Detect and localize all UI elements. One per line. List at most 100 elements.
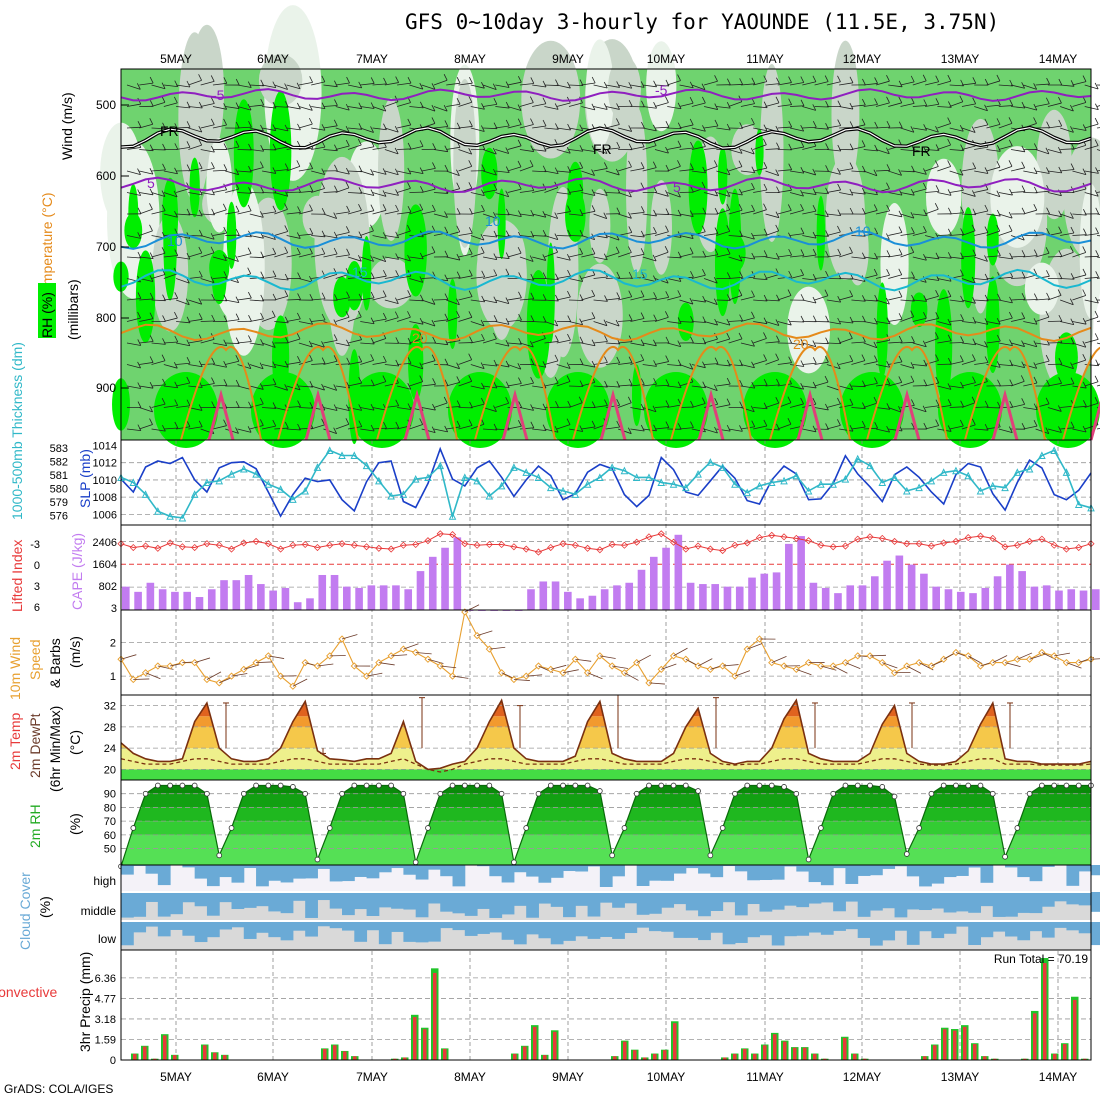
rh-marker xyxy=(216,852,223,859)
wind-barb-flag xyxy=(775,253,780,260)
wind-barb-flag xyxy=(259,419,264,426)
wind-barb-shaft xyxy=(347,127,362,130)
cloud-mid-bar xyxy=(882,892,896,909)
wind-barb-shaft xyxy=(1084,233,1099,236)
wind-barb-flag xyxy=(518,210,522,217)
wind-barb-10m xyxy=(489,646,506,650)
wind-barb-shaft xyxy=(384,364,399,367)
contour-20-pulse xyxy=(1062,346,1100,441)
wind-barb-shaft xyxy=(863,256,878,260)
wind-barb-flag xyxy=(137,339,142,346)
wind-barb-shaft xyxy=(998,230,1013,236)
wind-barb-shaft xyxy=(176,342,190,347)
wind-barb-shaft xyxy=(716,192,730,197)
wind-barb-flag xyxy=(1070,318,1075,325)
wind-barb-shaft xyxy=(568,149,583,152)
wind-barb-flag xyxy=(567,269,571,277)
wind-barb-shaft xyxy=(605,147,620,150)
wind-barb-flag xyxy=(530,315,535,322)
cloud-high-bar xyxy=(648,865,662,881)
rh-marker xyxy=(167,782,173,789)
wind-barb-shaft xyxy=(163,341,178,344)
lifted-marker xyxy=(154,544,162,552)
wind-barb-shaft xyxy=(716,404,731,408)
wind-barb-flag xyxy=(971,276,976,284)
cloud-low-bar xyxy=(280,922,294,941)
wind-barb-shaft xyxy=(397,362,412,365)
wind-barb-flag xyxy=(1046,77,1050,85)
wind-panel-frame xyxy=(120,609,1092,696)
wind-barb-10m xyxy=(636,654,651,663)
wind-barb-shaft xyxy=(409,209,423,215)
wind-barb-flag xyxy=(800,76,805,83)
lifted-marker xyxy=(178,543,186,551)
wind-barb-flag xyxy=(628,378,633,386)
wind-barb-flag xyxy=(788,270,793,278)
wind-barb-shaft xyxy=(163,317,178,322)
cape-bar xyxy=(846,585,855,610)
wind-barb-flag xyxy=(579,184,584,191)
lifted-marker xyxy=(866,533,874,541)
wind-barb-flag xyxy=(321,124,326,131)
wind-barb-shaft xyxy=(912,256,927,261)
wind-barb-shaft xyxy=(507,124,522,129)
wind-barb-flag xyxy=(972,97,977,105)
wind-barb-shaft xyxy=(175,299,190,306)
wind-barb-shaft xyxy=(249,149,264,152)
wind-barb-shaft xyxy=(1011,106,1026,109)
wind-barb-flag xyxy=(984,356,989,363)
lifted-marker xyxy=(363,543,371,551)
contour-label: -5 xyxy=(212,87,225,103)
lifted-marker xyxy=(633,538,641,546)
ylabel-temp-a: 2m Temp xyxy=(7,712,23,770)
rh-marker xyxy=(597,788,603,794)
ylabel-temp-d: (°C) xyxy=(67,730,83,755)
wind-barb-shaft xyxy=(900,170,915,173)
wind-barb-flag xyxy=(137,424,142,431)
lifted-marker xyxy=(141,542,150,550)
wind-speed-marker xyxy=(178,658,187,667)
wind-barb-shaft xyxy=(753,209,767,215)
rh-marker xyxy=(854,782,861,789)
wind-barb-flag xyxy=(284,246,289,253)
wind-barb-shaft xyxy=(667,342,681,348)
wind-barb-flag xyxy=(554,377,559,384)
wind-barb-shaft xyxy=(397,316,411,322)
precip-convective-bar xyxy=(963,1026,967,1060)
wind-barb-flag xyxy=(1021,207,1026,215)
wind-barb-shaft xyxy=(593,276,608,279)
wind-barb-flag xyxy=(1082,353,1087,361)
wind-barb-shaft xyxy=(556,149,571,154)
wind-barb-shaft xyxy=(1023,425,1038,430)
wind-barb-shaft xyxy=(679,147,694,150)
rh-tick-label: 90 xyxy=(104,789,116,801)
wind-barb-flag xyxy=(174,80,179,87)
wind-barb-flag xyxy=(469,120,473,127)
wind-barb-shaft xyxy=(458,380,472,387)
cape-bar xyxy=(821,587,830,610)
wind-barb-flag xyxy=(321,357,326,364)
wind-barb-shaft xyxy=(298,253,313,258)
precip-tick-label: 0 xyxy=(110,1055,116,1067)
wind-barb-flag xyxy=(984,167,989,174)
wind-barb-shaft xyxy=(409,84,423,90)
wind-barb-flag xyxy=(911,165,915,172)
wind-barb-flag xyxy=(750,405,755,412)
rh-marker xyxy=(707,852,714,859)
wind-barb-shaft xyxy=(863,383,878,387)
wind-barb-flag xyxy=(370,255,374,262)
cloud-high-bar xyxy=(366,865,380,879)
wind-barb-flag xyxy=(787,204,792,211)
cape-bar xyxy=(318,574,327,610)
wind-barb-flag xyxy=(395,270,400,277)
wind-barb-flag xyxy=(628,271,633,279)
wind-barb-flag xyxy=(456,362,460,369)
thickness-marker xyxy=(804,486,813,495)
cloud-mid-bar xyxy=(317,892,331,901)
wind-barb-shaft xyxy=(139,407,153,413)
wind-barb-shaft xyxy=(323,273,337,279)
wind-barb-flag xyxy=(800,360,805,367)
cloud-high-bar xyxy=(587,865,601,867)
wind-barb-shaft xyxy=(507,188,522,193)
wind-barb-flag xyxy=(297,312,301,320)
